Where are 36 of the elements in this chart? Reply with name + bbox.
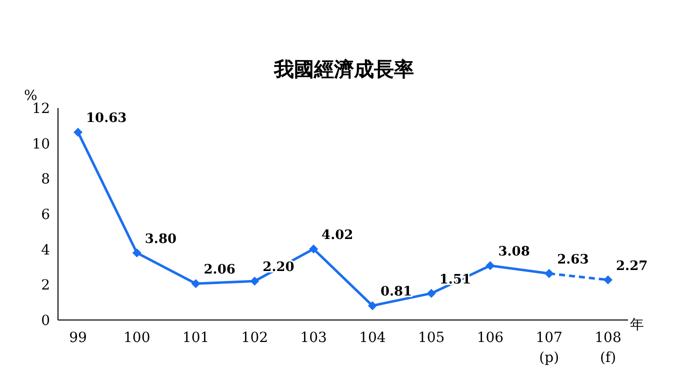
data-label: 10.63 xyxy=(86,111,127,126)
x-tick-label: 103 xyxy=(300,330,327,346)
data-label: 2.27 xyxy=(616,258,648,274)
y-tick-label: 2 xyxy=(41,278,50,294)
data-label: 2.63 xyxy=(557,252,589,268)
data-label: 3.80 xyxy=(144,232,177,247)
point xyxy=(544,269,554,278)
point xyxy=(132,248,142,258)
y-tick-label: 8 xyxy=(41,172,50,188)
chart-title: 我國經濟成長率 xyxy=(272,56,415,83)
point xyxy=(191,279,200,288)
data-label: 4.02 xyxy=(322,228,354,243)
point xyxy=(309,244,318,254)
x-tick-label: 106 xyxy=(476,330,504,346)
point xyxy=(74,128,82,137)
x-tick-label: 105 xyxy=(418,330,445,346)
y-tick-label: 6 xyxy=(41,206,50,223)
x-tick-label: 108 (f) xyxy=(594,330,622,366)
point xyxy=(486,261,495,270)
x-tick-label: 99 xyxy=(69,330,87,346)
x-tick-label: 102 xyxy=(241,330,268,346)
x-tick-label: 101 xyxy=(182,330,210,346)
data-label: 0.81 xyxy=(380,284,412,300)
point xyxy=(604,275,612,284)
x-axis-title: 年 xyxy=(630,316,644,334)
data-label: 2.06 xyxy=(204,262,236,278)
data-label: 3.08 xyxy=(498,244,530,260)
point xyxy=(250,276,260,286)
x-tick-label: 107 (p) xyxy=(536,330,562,366)
y-tick-label: 4 xyxy=(41,242,50,258)
x-tick-label: 100 xyxy=(124,330,150,346)
point xyxy=(426,288,436,298)
x-tick-label: 104 xyxy=(359,330,386,346)
y-tick-label: 0 xyxy=(41,312,50,329)
y-tick-label: 10 xyxy=(32,136,50,152)
point xyxy=(368,301,377,310)
